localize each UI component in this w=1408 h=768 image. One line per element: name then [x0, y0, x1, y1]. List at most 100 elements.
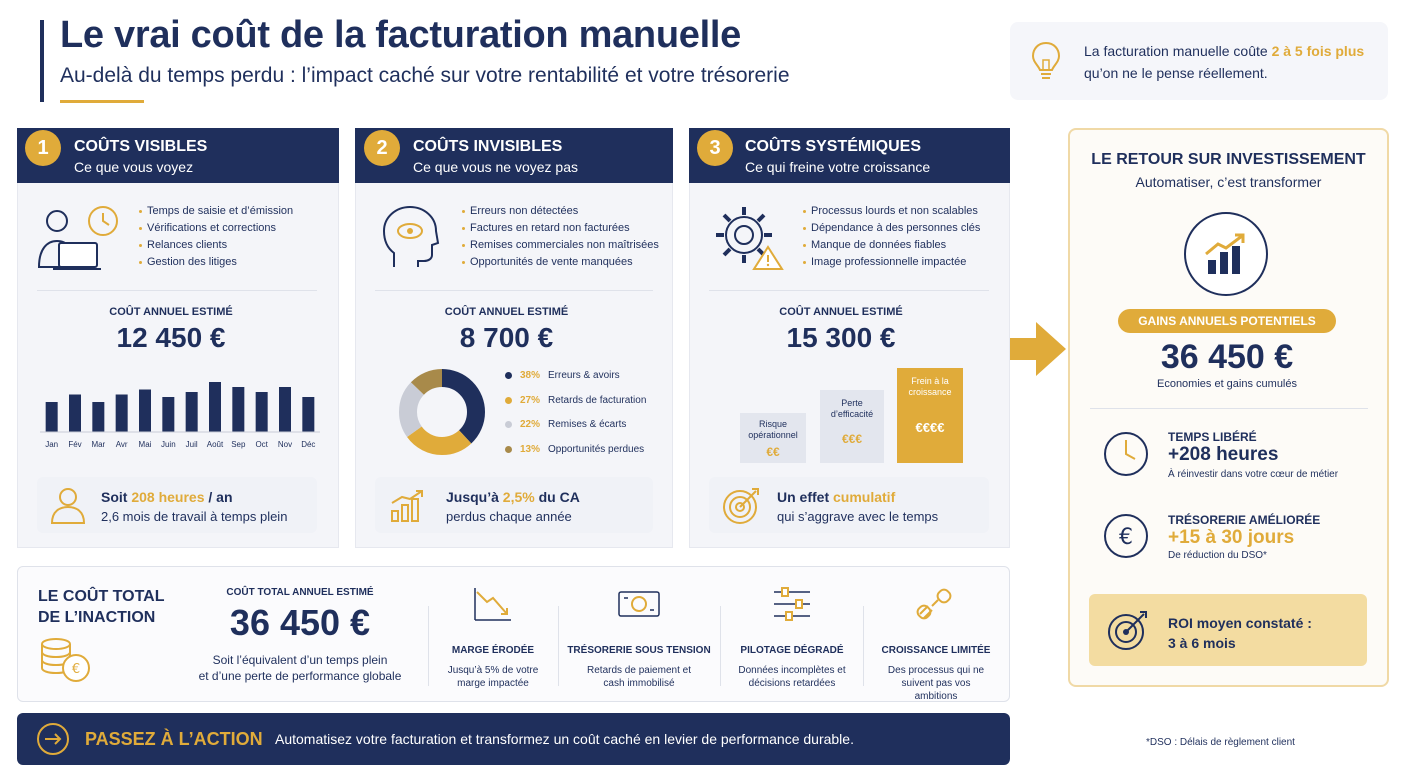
roi-line2: 3 à 6 mois [1168, 635, 1236, 651]
donut-slice [399, 369, 485, 455]
month-label: Mai [139, 440, 152, 449]
footer-highlight: cumulatif [833, 489, 896, 505]
arrow-right-icon [1010, 320, 1068, 383]
list-item: Manque de données fiables [803, 237, 980, 254]
bar-Mai [139, 389, 151, 432]
euro-icon: € [1102, 512, 1150, 565]
bar-Avr [115, 394, 128, 432]
clock-icon [1102, 430, 1150, 483]
bar-Juin [162, 397, 175, 432]
month-label: Juin [161, 440, 176, 449]
legend-item: 27% Retards de facturation [505, 395, 646, 406]
list-item: Image professionnelle impactée [803, 254, 980, 271]
footer-pre: Jusqu’à [446, 489, 503, 505]
footer-pre: Soit [101, 489, 132, 505]
footer-post: / an [204, 489, 233, 505]
person-icon [48, 487, 88, 530]
impact-desc: Données incomplètes et décisions retardé… [738, 665, 846, 689]
impact-margin: MARGE ÉRODÉE Jusqu’à 5% de votre marge i… [440, 584, 546, 690]
footnote: *DSO : Délais de règlement client [1146, 737, 1295, 748]
month-label: Déc [301, 440, 315, 449]
tip-text: La facturation manuelle coûte 2 à 5 fois… [1084, 40, 1384, 84]
arrow-circle-icon[interactable] [36, 722, 70, 761]
total-desc-line2: et d’une perte de performance globale [198, 669, 402, 683]
growth-chart-icon [388, 487, 428, 530]
impact-title: PILOTAGE DÉGRADÉ [740, 645, 844, 656]
total-est-label: COÛT TOTAL ANNUEL ESTIMÉ [226, 587, 374, 598]
lightbulb-icon [1030, 40, 1062, 89]
legend-item: 22% Remises & écarts [505, 419, 646, 430]
bar-label: Perte d’efficacité [830, 398, 874, 419]
legend-dot [505, 396, 512, 404]
total-value: 36 450 € [229, 602, 371, 643]
divider [375, 290, 653, 291]
card-subtitle: Ce que vous ne voyez pas [413, 159, 578, 175]
est-value: 15 300 € [786, 322, 896, 353]
cost-bar-risk: Risque opérationnel €€ [740, 413, 806, 463]
month-label: Sep [231, 440, 246, 449]
bar-Oct [255, 392, 268, 432]
bar-Juil [185, 392, 198, 432]
list-item: Remises commerciales non maîtrisées [462, 237, 659, 254]
month-label: Juil [186, 440, 198, 449]
coins-euro-icon: € [38, 636, 92, 689]
total-cost-section [17, 566, 1010, 702]
divider [720, 606, 721, 686]
title-accent-bar [40, 20, 44, 102]
divider [1090, 408, 1368, 409]
tip-text-after: qu’on ne le pense réellement. [1084, 65, 1268, 81]
legend-dot [505, 421, 512, 429]
footer-line2: qui s’aggrave avec le temps [777, 509, 939, 524]
list-item: Gestion des litiges [139, 254, 293, 271]
list-item: Erreurs non détectées [462, 203, 659, 220]
worker-clock-icon [35, 203, 125, 278]
impact-desc: Des processus qui ne suivent pas vos amb… [887, 665, 985, 702]
tip-highlight: 2 à 5 fois plus [1271, 43, 1365, 59]
declining-chart-icon [474, 588, 511, 621]
card-bullets: Processus lourds et non scalables Dépend… [803, 203, 980, 271]
roi-value-desc: Economies et gains cumulés [1156, 378, 1297, 390]
treasury-value: +15 à 30 jours [1168, 527, 1295, 548]
gains-pill: GAINS ANNUELS POTENTIELS [1118, 309, 1336, 333]
bar-value: €€€ [841, 432, 863, 446]
page-title: Le vrai coût de la facturation manuelle [60, 14, 741, 56]
broken-chain-icon [916, 588, 952, 620]
list-item: Relances clients [139, 237, 293, 254]
total-title-line2: DE L’INACTION [38, 609, 156, 626]
head-eye-icon [380, 203, 442, 276]
page-subtitle: Au-delà du temps perdu : l’impact caché … [60, 64, 790, 87]
bar-value: €€ [766, 445, 780, 459]
roi-average: ROI moyen constaté : 3 à 6 mois [1168, 613, 1312, 653]
roi-value: 36 450 € [1160, 338, 1294, 376]
tip-text-before: La facturation manuelle coûte [1084, 43, 1272, 59]
divider [863, 606, 864, 686]
growth-bars-icon [1184, 212, 1268, 296]
divider [428, 606, 429, 686]
action-button[interactable]: PASSEZ À L’ACTION [85, 729, 263, 749]
roi-subtitle: Automatiser, c’est transformer [1135, 174, 1322, 190]
action-bar [17, 713, 1010, 765]
target-icon [720, 485, 762, 532]
card-number: 3 [697, 130, 733, 166]
cost-bar-growth: Frein à la croissance €€€€ [897, 368, 963, 463]
legend-dot [505, 372, 512, 379]
list-item: Processus lourds et non scalables [803, 203, 980, 220]
bar-label: Frein à la croissance [908, 376, 952, 397]
bar-Déc [302, 397, 315, 432]
impact-desc: Jusqu’à 5% de votre marge impactée [447, 665, 539, 689]
footer-line1: Jusqu’à 2,5% du CA [446, 489, 580, 505]
impact-growth: CROISSANCE LIMITÉE Des processus qui ne … [872, 584, 1000, 703]
legend-name: Retards de facturation [548, 394, 647, 406]
time-desc: À réinvestir dans votre cœur de métier [1168, 469, 1339, 480]
monthly-bar-chart: Jan Fév Mar Avr Mai Juin Juil Août Sep Oct Nov Déc [40, 382, 320, 449]
footer-line1: Soit 208 heures / an [101, 489, 233, 505]
month-label: Août [207, 440, 224, 449]
time-value: +208 heures [1168, 444, 1279, 465]
card-header [689, 128, 1010, 183]
est-label: COÛT ANNUEL ESTIMÉ [109, 306, 233, 318]
footer-highlight: 2,5% [502, 489, 535, 505]
bar-value: €€€€ [915, 420, 945, 435]
cost-donut-chart [399, 369, 485, 455]
legend-item: 38% Erreurs & avoirs [505, 370, 646, 381]
legend-name: Erreurs & avoirs [548, 370, 620, 381]
